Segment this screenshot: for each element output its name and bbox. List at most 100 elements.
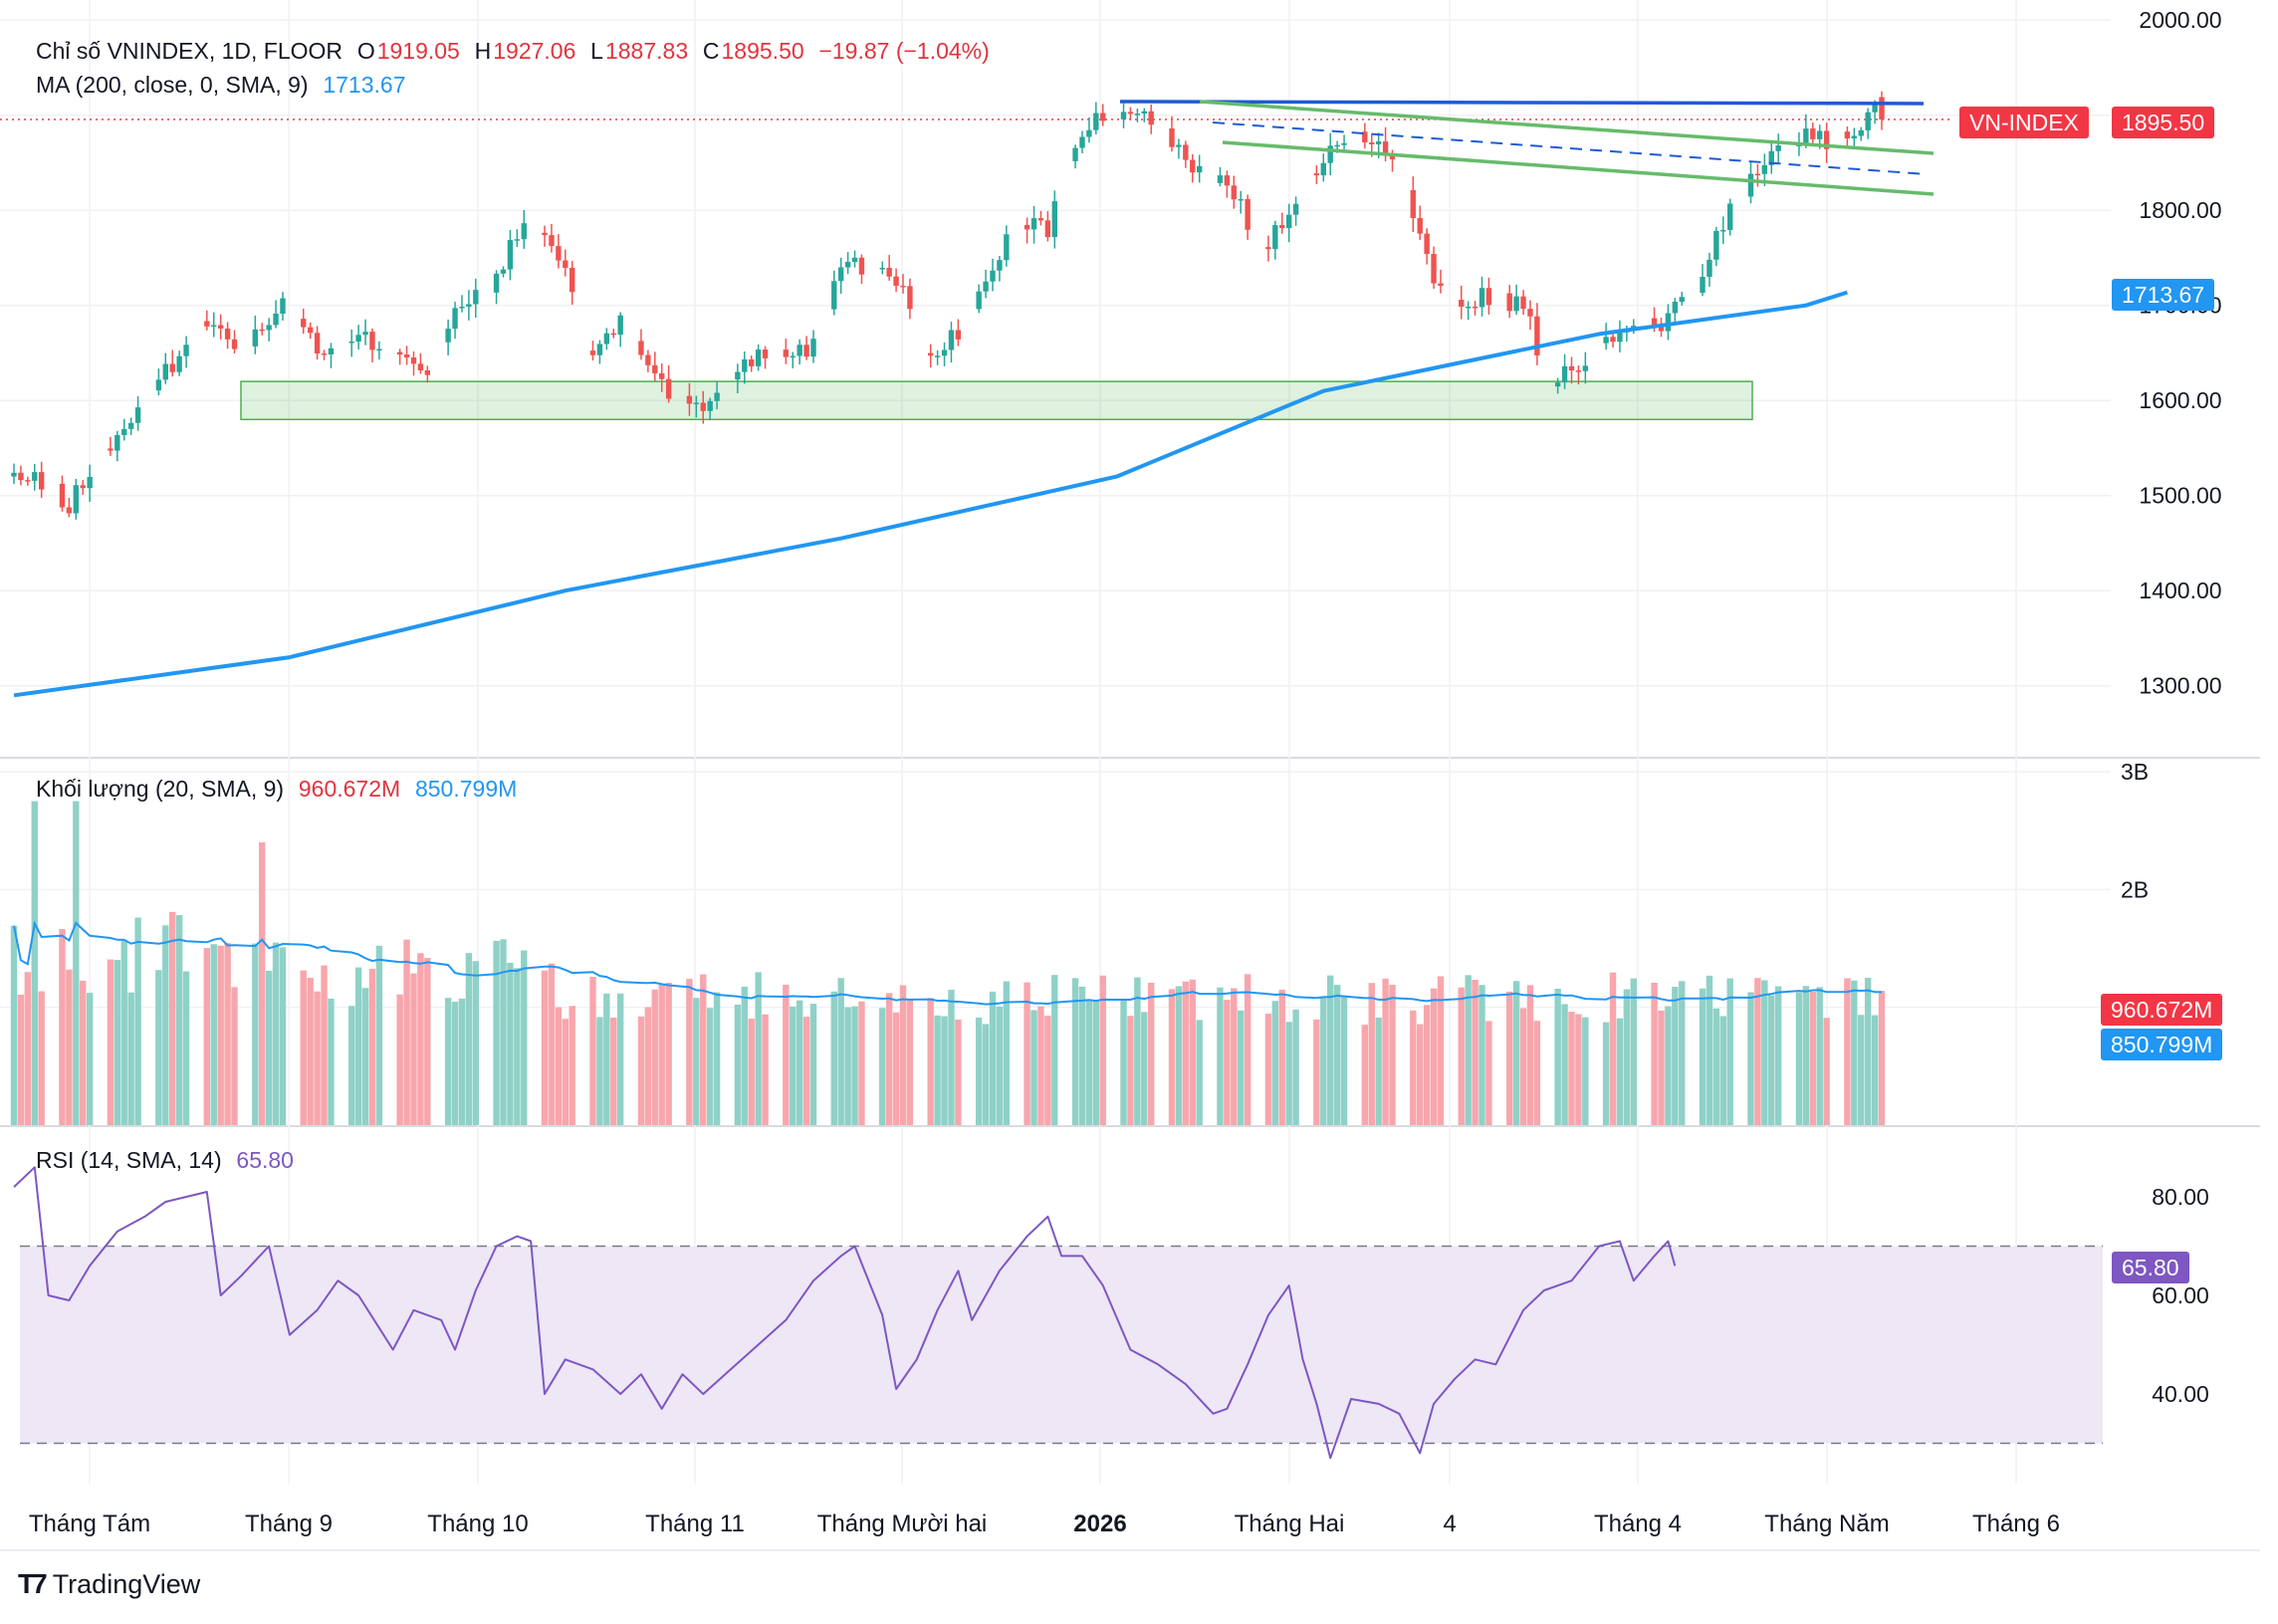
candle-body — [11, 472, 17, 477]
volume-bar — [686, 979, 693, 1125]
volume-bar — [1196, 1020, 1203, 1125]
ma-legend[interactable]: MA (200, close, 0, SMA, 9) 1713.67 — [36, 70, 407, 100]
candle-body — [990, 270, 996, 282]
rsi-panel[interactable] — [13, 1166, 2103, 1460]
symbol-label[interactable]: Chỉ số VNINDEX, 1D, FLOOR — [36, 38, 343, 64]
candle-body — [25, 480, 31, 482]
time-tick-label: Tháng 9 — [245, 1510, 333, 1537]
volume-bar — [1292, 1009, 1299, 1125]
candle-body — [452, 308, 458, 330]
volume-bar — [451, 1002, 459, 1125]
tradingview-logo[interactable]: T7 TradingView — [18, 1568, 200, 1600]
volume-bar — [1099, 975, 1106, 1125]
volume-bar — [217, 945, 224, 1125]
candle-body — [1651, 318, 1658, 327]
candle-body — [700, 402, 706, 411]
close-label: C — [702, 38, 720, 64]
candle-body — [280, 298, 286, 314]
volume-bar — [1217, 987, 1224, 1125]
volume-bar — [1472, 980, 1479, 1125]
volume-bar — [562, 1019, 570, 1125]
volume-bar — [1430, 988, 1438, 1125]
candle-body — [1127, 112, 1134, 115]
candle-body — [493, 273, 500, 293]
candle-body — [1238, 198, 1244, 201]
volume-bar — [507, 962, 514, 1125]
candle-body — [114, 434, 120, 451]
vnindex-price-badge: 1895.50 — [2112, 107, 2215, 138]
candle-body — [1183, 144, 1189, 160]
time-tick-label: Tháng Tám — [29, 1510, 150, 1537]
volume-bar — [1361, 1025, 1369, 1125]
candle-body — [80, 485, 86, 489]
volume-bar — [114, 960, 121, 1125]
candle-body — [762, 349, 769, 358]
tradingview-wordmark: TradingView — [52, 1568, 201, 1599]
volume-bar — [1512, 981, 1520, 1125]
volume-bar — [1802, 986, 1810, 1125]
candle-body — [18, 472, 24, 481]
volume-bar — [1120, 1000, 1127, 1125]
volume-bar — [1003, 981, 1011, 1125]
change-value: −19.87 (−1.04%) — [818, 38, 990, 64]
volume-bar — [417, 953, 424, 1125]
volume-bar — [1148, 982, 1155, 1125]
candle-body — [1141, 111, 1147, 115]
volume-bar — [844, 1007, 851, 1125]
ma200-line — [13, 290, 1849, 698]
candle-body — [155, 379, 162, 391]
volume-ma-value: 850.799M — [414, 776, 518, 802]
candle-body — [983, 281, 989, 292]
volume-bar — [637, 1016, 645, 1125]
volume-bar — [790, 1006, 797, 1125]
volume-bar — [1878, 991, 1886, 1125]
volume-bar — [927, 998, 934, 1125]
volume-bar — [1568, 1012, 1575, 1125]
volume-bar — [1519, 1008, 1527, 1125]
candle-body — [403, 354, 410, 358]
volume-bar — [403, 939, 410, 1125]
candle-body — [665, 378, 672, 399]
candle-body — [1279, 225, 1285, 229]
candle-body — [273, 313, 279, 326]
candle-body — [1672, 301, 1679, 314]
volume-legend[interactable]: Khối lượng (20, SMA, 9) 960.672M 850.799… — [36, 774, 519, 804]
volume-bar — [458, 998, 466, 1125]
volume-bar — [1809, 991, 1816, 1125]
candle-body — [507, 240, 514, 270]
volume-bar — [1672, 987, 1679, 1125]
volume-bar — [1231, 988, 1238, 1125]
volume-bar — [1264, 1014, 1272, 1125]
candle-body — [1747, 173, 1754, 197]
price-tick-label: 1600.00 — [2139, 387, 2221, 413]
candle-body — [1610, 337, 1616, 343]
candle-body — [1196, 165, 1203, 173]
candle-body — [1506, 293, 1512, 312]
candle-body — [1775, 145, 1781, 151]
volume-bar — [885, 993, 893, 1125]
volume-bar — [1333, 985, 1341, 1125]
volume-bar — [1437, 976, 1445, 1125]
volume-bar — [31, 801, 38, 1125]
volume-bar — [1858, 1015, 1865, 1125]
volume-bar — [1561, 1004, 1568, 1125]
volume-tick-label: 2B — [2121, 876, 2149, 902]
rsi-legend[interactable]: RSI (14, SMA, 14) 65.80 — [36, 1145, 296, 1175]
candle-body — [686, 395, 693, 404]
volume-bar — [314, 991, 321, 1125]
candle-body — [204, 321, 210, 327]
volume-bar — [1175, 986, 1183, 1125]
volume-bar — [1871, 1015, 1879, 1125]
candle-body — [838, 267, 844, 282]
volume-panel[interactable] — [10, 801, 1886, 1125]
price-tick-label: 1500.00 — [2139, 483, 2221, 509]
candle-body — [1272, 225, 1278, 250]
volume-bar — [1665, 1006, 1672, 1125]
volume-bar — [1533, 1021, 1541, 1125]
price-panel[interactable] — [0, 91, 1951, 698]
candle-body — [693, 402, 700, 404]
candle-body — [542, 232, 548, 236]
volume-bar — [1423, 1005, 1431, 1125]
